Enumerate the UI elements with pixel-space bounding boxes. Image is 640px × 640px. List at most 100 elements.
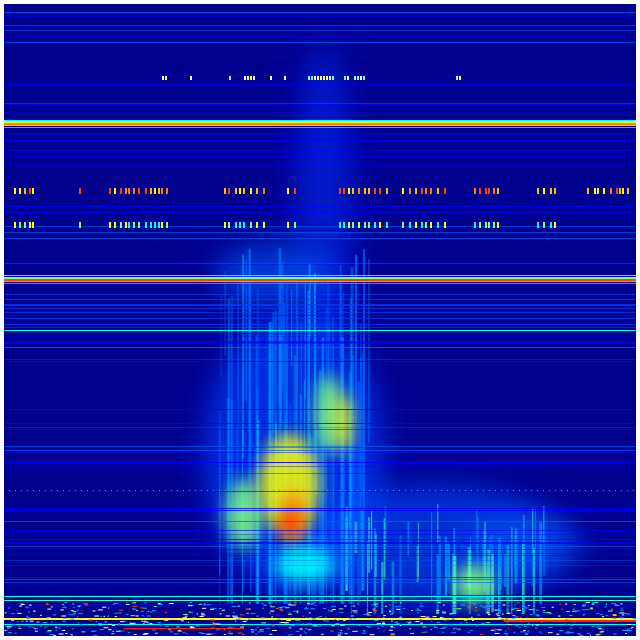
tone-mark [308,76,310,80]
vertical-streak [534,508,536,552]
noise-speck [569,632,574,634]
noise-speck [68,614,73,616]
noise-speck [46,617,51,619]
noise-speck [248,602,251,604]
noise-speck [527,630,530,632]
noise-speck [494,630,496,632]
noise-speck [564,623,566,625]
noise-speck [542,612,548,614]
noise-speck [501,613,504,615]
tone-mark [239,188,241,194]
noise-speck [159,623,161,625]
dotted-line [507,490,508,491]
noise-speck [330,630,334,632]
noise-speck [255,633,258,635]
noise-speck [559,603,562,605]
noise-speck [237,617,242,619]
dotted-line [291,490,292,491]
noise-speck [434,625,436,627]
noise-speck [596,613,600,615]
dotted-line [207,490,208,491]
noise-speck [304,608,309,610]
noise-speck [299,628,303,630]
dotted-line [591,490,592,491]
noise-speck [105,627,107,629]
faint-line [4,112,636,113]
noise-speck [178,619,182,621]
noise-speck [451,618,455,620]
noise-speck [239,614,245,616]
vertical-streak [532,548,536,614]
faint-line [4,427,636,428]
noise-speck [84,604,89,606]
noise-speck [619,617,624,619]
tone-mark [109,188,111,194]
noise-speck [496,615,501,617]
noise-speck [289,625,295,627]
faint-line [4,75,636,76]
noise-speck [589,634,592,636]
tone-mark [250,76,252,80]
noise-speck [472,602,476,604]
noise-speck [443,604,445,606]
spectrogram-image [4,4,636,636]
dotted-line [489,490,490,491]
dotted-line [627,490,628,491]
noise-speck [519,616,522,618]
noise-speck [263,604,268,606]
vertical-streak [325,308,328,604]
noise-speck [439,616,443,618]
noise-speck [51,622,53,624]
tone-mark [294,188,296,194]
tone-mark [430,188,432,194]
tone-mark [311,76,313,80]
faint-line [4,560,636,561]
faint-line [4,446,636,447]
tone-mark [79,222,81,228]
noise-speck [621,617,623,619]
tone-mark [244,76,246,80]
noise-speck [25,606,30,608]
dotted-line [201,490,202,491]
strong-line [4,125,636,126]
noise-speck [219,607,222,609]
noise-speck [78,613,84,615]
noise-speck [602,628,605,630]
noise-speck [285,607,290,609]
noise-speck [369,634,375,636]
noise-speck [200,612,205,614]
noise-speck [206,633,212,635]
noise-speck [331,625,335,627]
vertical-streak [332,400,335,604]
dotted-line [213,490,214,491]
dotted-line [51,490,52,491]
tone-mark [317,76,319,80]
dotted-line [453,490,454,491]
tone-mark [270,76,272,80]
vertical-streak [361,510,364,592]
noise-speck [389,634,395,636]
noise-speck [17,612,22,614]
tone-mark [224,222,226,228]
noise-speck [353,618,357,620]
tone-mark [114,188,116,194]
horizontal-lines [4,12,636,626]
noise-speck [599,631,604,633]
noise-speck [520,631,526,633]
noise-speck [157,622,161,624]
tone-mark [229,76,231,80]
noise-speck [213,623,218,625]
noise-speck [449,613,455,615]
vertical-streak [354,254,357,522]
band-line [4,299,636,300]
vertical-streak [357,381,360,604]
noise-speck [305,617,308,619]
faint-line [4,553,636,554]
dotted-line [57,490,58,491]
noise-speck [494,629,498,631]
faint-line [4,423,636,424]
tone-mark [228,188,230,194]
tone-mark [343,188,345,194]
noise-speck [514,604,517,606]
noise-speck [596,626,601,628]
